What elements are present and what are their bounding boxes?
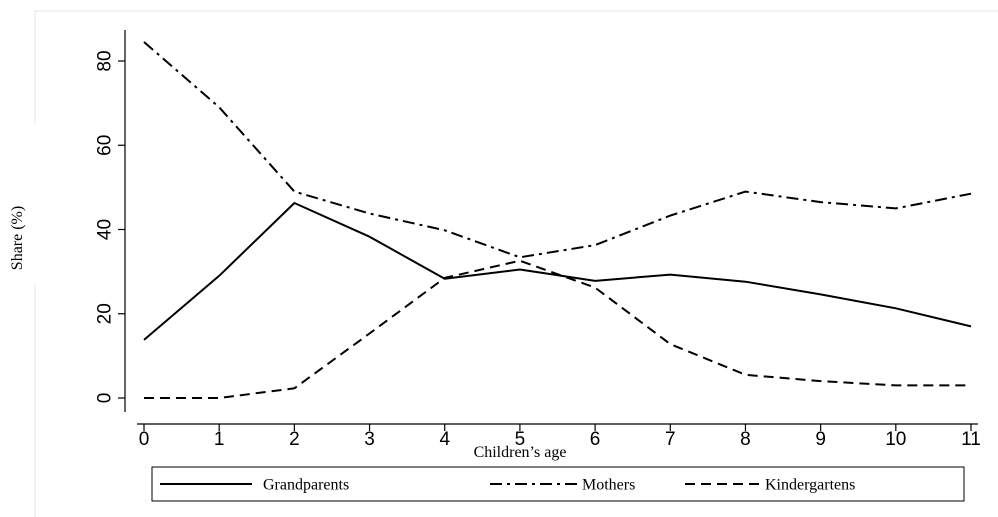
legend-label-mothers: Mothers bbox=[582, 477, 635, 494]
y-axis-ticks: 0 20 40 60 80 bbox=[95, 50, 125, 403]
x-tick-label: 11 bbox=[961, 429, 981, 450]
x-tick-label: 3 bbox=[364, 429, 375, 450]
x-tick-label: 7 bbox=[665, 429, 676, 450]
x-tick-label: 9 bbox=[815, 429, 826, 450]
x-tick-label: 10 bbox=[885, 429, 906, 450]
y-tick-label: 0 bbox=[95, 393, 116, 404]
x-tick-label: 2 bbox=[289, 429, 300, 450]
y-tick-label: 20 bbox=[95, 303, 116, 324]
legend-label-kindergartens: Kindergartens bbox=[765, 477, 855, 494]
y-tick-label: 40 bbox=[95, 219, 116, 240]
x-tick-label: 6 bbox=[590, 429, 601, 450]
x-tick-label: 0 bbox=[139, 429, 150, 450]
series-layer bbox=[143, 41, 972, 399]
x-tick-label: 8 bbox=[740, 429, 751, 450]
x-axis-title: Children’s age bbox=[474, 444, 567, 461]
y-axis-title: Share (%) bbox=[9, 206, 26, 270]
y-tick-label: 80 bbox=[95, 50, 116, 71]
legend: Grandparents Mothers Kindergartens bbox=[151, 466, 965, 502]
x-axis-ticks: 0 1 2 3 4 5 6 7 8 9 10 11 bbox=[139, 424, 981, 450]
legend-label-grandparents: Grandparents bbox=[263, 477, 349, 494]
x-tick-label: 5 bbox=[515, 429, 526, 450]
series-line-grandparents bbox=[143, 202, 972, 341]
y-tick-label: 60 bbox=[95, 135, 116, 156]
x-tick-label: 1 bbox=[214, 429, 225, 450]
x-tick-label: 4 bbox=[439, 429, 450, 450]
series-line-mothers bbox=[143, 41, 972, 259]
series-line-kindergartens bbox=[144, 259, 971, 399]
